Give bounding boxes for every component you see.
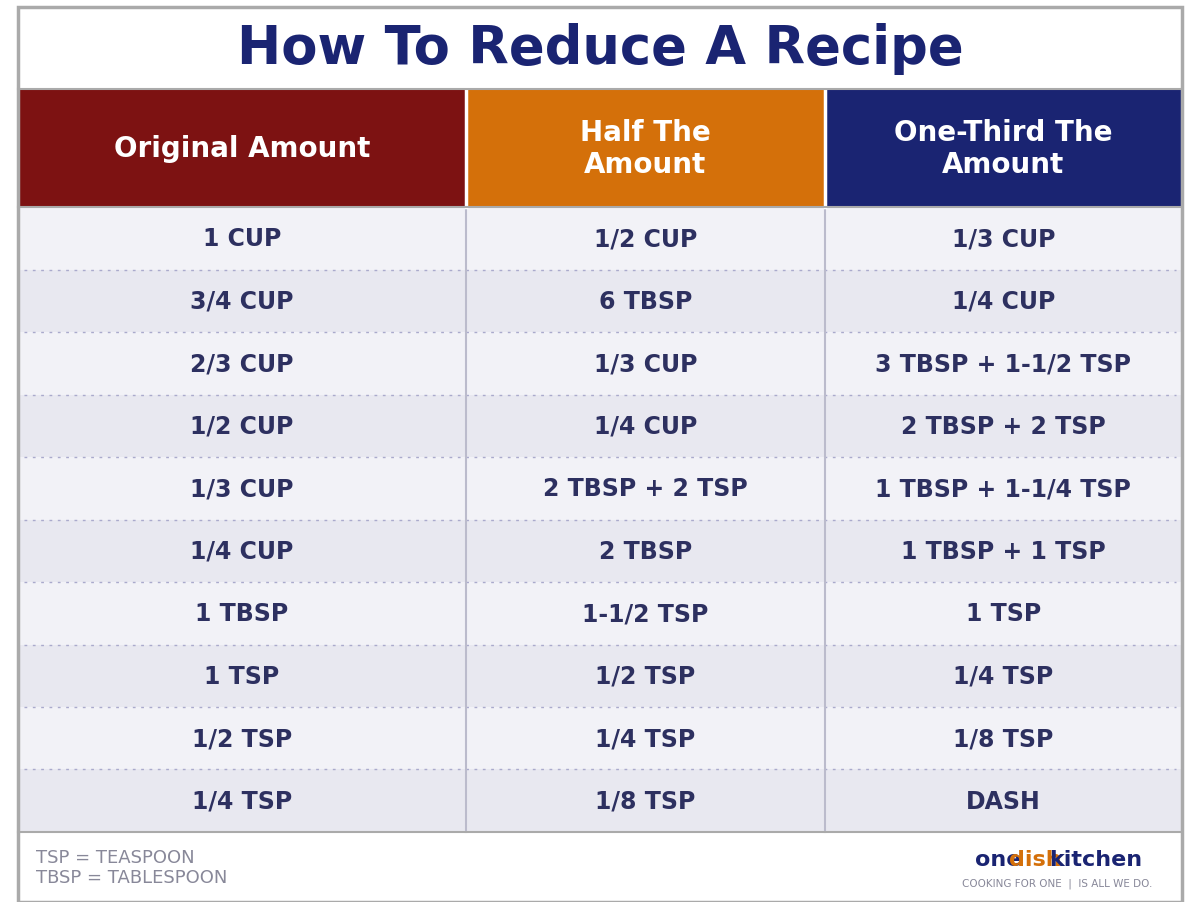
Text: 3 TBSP + 1-1/2 TSP: 3 TBSP + 1-1/2 TSP <box>875 352 1132 376</box>
Text: TSP = TEASPOON
TBSP = TABLESPOON: TSP = TEASPOON TBSP = TABLESPOON <box>36 848 227 887</box>
Text: 1 TBSP + 1 TSP: 1 TBSP + 1 TSP <box>901 539 1105 563</box>
Bar <box>18 645 466 707</box>
Bar <box>18 457 466 520</box>
Text: 3/4 CUP: 3/4 CUP <box>191 290 294 313</box>
Text: 1/4 TSP: 1/4 TSP <box>595 726 696 750</box>
Bar <box>466 520 824 583</box>
Bar <box>824 207 1182 271</box>
Text: 1 CUP: 1 CUP <box>203 227 281 251</box>
Text: 1/4 CUP: 1/4 CUP <box>191 539 294 563</box>
Bar <box>466 395 824 457</box>
Bar <box>466 333 824 395</box>
Text: 1/4 CUP: 1/4 CUP <box>594 414 697 438</box>
Text: How To Reduce A Recipe: How To Reduce A Recipe <box>236 23 964 75</box>
Text: 1/2 TSP: 1/2 TSP <box>595 664 696 688</box>
Bar <box>466 207 824 271</box>
Text: dish: dish <box>1009 849 1062 869</box>
Text: 1/8 TSP: 1/8 TSP <box>595 789 696 813</box>
Bar <box>466 707 824 769</box>
Text: 1/4 TSP: 1/4 TSP <box>953 664 1054 688</box>
Bar <box>18 271 466 333</box>
Bar <box>824 645 1182 707</box>
Bar <box>824 271 1182 333</box>
Text: 1/3 CUP: 1/3 CUP <box>952 227 1055 251</box>
Text: 1 TSP: 1 TSP <box>204 664 280 688</box>
Bar <box>824 583 1182 645</box>
Bar <box>824 333 1182 395</box>
Text: COOKING FOR ONE  |  IS ALL WE DO.: COOKING FOR ONE | IS ALL WE DO. <box>962 877 1152 888</box>
Text: 6 TBSP: 6 TBSP <box>599 290 692 313</box>
Bar <box>18 207 466 271</box>
Bar <box>18 832 1182 902</box>
Bar <box>18 90 466 207</box>
Text: 1/2 TSP: 1/2 TSP <box>192 726 292 750</box>
Text: 1/3 CUP: 1/3 CUP <box>594 352 697 376</box>
Bar <box>466 457 824 520</box>
Text: DASH: DASH <box>966 789 1040 813</box>
Text: One-Third The
Amount: One-Third The Amount <box>894 119 1112 179</box>
Text: 1-1/2 TSP: 1-1/2 TSP <box>582 602 708 626</box>
Text: 2 TBSP + 2 TSP: 2 TBSP + 2 TSP <box>901 414 1105 438</box>
Text: 2 TBSP: 2 TBSP <box>599 539 692 563</box>
Text: Original Amount: Original Amount <box>114 135 371 163</box>
Text: kitchen: kitchen <box>1049 849 1142 869</box>
Text: one: one <box>974 849 1021 869</box>
Text: 1/2 CUP: 1/2 CUP <box>191 414 294 438</box>
Text: 2/3 CUP: 2/3 CUP <box>191 352 294 376</box>
Text: 1/8 TSP: 1/8 TSP <box>953 726 1054 750</box>
Bar <box>824 707 1182 769</box>
Bar <box>466 90 824 207</box>
Bar <box>824 457 1182 520</box>
Bar <box>466 769 824 832</box>
Bar <box>18 333 466 395</box>
Text: 1 TSP: 1 TSP <box>966 602 1040 626</box>
Text: 2 TBSP + 2 TSP: 2 TBSP + 2 TSP <box>544 477 748 501</box>
Bar <box>824 520 1182 583</box>
Text: 1 TBSP: 1 TBSP <box>196 602 289 626</box>
Text: 1/2 CUP: 1/2 CUP <box>594 227 697 251</box>
Text: Half The
Amount: Half The Amount <box>580 119 710 179</box>
Text: 1/3 CUP: 1/3 CUP <box>191 477 294 501</box>
Text: 1/4 CUP: 1/4 CUP <box>952 290 1055 313</box>
Bar <box>824 90 1182 207</box>
Bar <box>824 395 1182 457</box>
Bar <box>18 395 466 457</box>
Bar <box>466 645 824 707</box>
Bar <box>18 520 466 583</box>
Bar <box>18 8 1182 90</box>
Text: 1/4 TSP: 1/4 TSP <box>192 789 292 813</box>
Bar <box>466 583 824 645</box>
Bar <box>18 769 466 832</box>
Text: 1 TBSP + 1-1/4 TSP: 1 TBSP + 1-1/4 TSP <box>875 477 1132 501</box>
Bar <box>18 707 466 769</box>
Bar <box>18 583 466 645</box>
Bar <box>824 769 1182 832</box>
Bar <box>466 271 824 333</box>
